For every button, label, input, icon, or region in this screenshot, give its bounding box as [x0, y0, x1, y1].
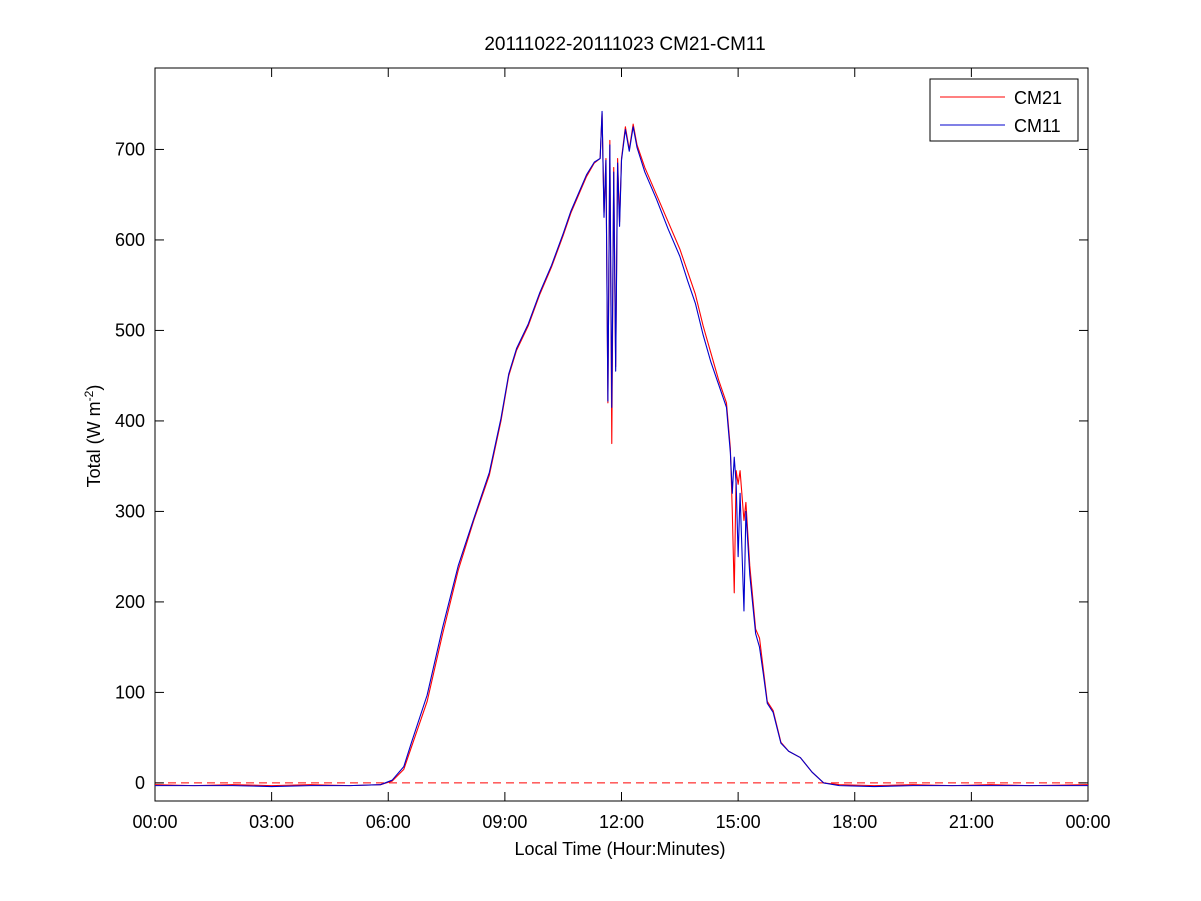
y-tick-label: 600: [115, 230, 145, 250]
legend-box: [929, 78, 1079, 142]
y-tick-label: 400: [115, 411, 145, 431]
chart-title: 20111022-20111023 CM21-CM11: [484, 34, 765, 55]
x-tick-label: 03:00: [249, 812, 294, 832]
legend: CM21 CM11: [929, 78, 1079, 142]
y-tick-label: 200: [115, 592, 145, 612]
x-tick-label: 15:00: [716, 812, 761, 832]
x-axis-label: Local Time (Hour:Minutes): [514, 839, 725, 859]
y-tick-label: 0: [135, 773, 145, 793]
y-axis-label: Total (W m-2): [82, 385, 104, 488]
plot-area: [154, 67, 1089, 802]
series-line-cm11: [155, 110, 1088, 788]
y-axis-label-close: ): [84, 385, 104, 391]
y-tick-label: 700: [115, 139, 145, 159]
legend-label-cm11: CM11: [1014, 116, 1061, 136]
x-tick-label: 21:00: [949, 812, 994, 832]
y-tick-label: 500: [115, 320, 145, 340]
y-tick-label: 100: [115, 682, 145, 702]
x-tick-label: 06:00: [366, 812, 411, 832]
x-tick-label: 00:00: [132, 812, 177, 832]
y-axis-label-main: Total (W m: [84, 401, 104, 487]
x-tick-label: 18:00: [832, 812, 877, 832]
x-tick-label: 00:00: [1065, 812, 1110, 832]
y-axis-label-superscript: -2: [82, 390, 96, 401]
y-tick-label: 300: [115, 501, 145, 521]
x-tick-label: 09:00: [482, 812, 527, 832]
legend-label-cm21: CM21: [1014, 88, 1062, 108]
x-tick-label: 12:00: [599, 812, 644, 832]
